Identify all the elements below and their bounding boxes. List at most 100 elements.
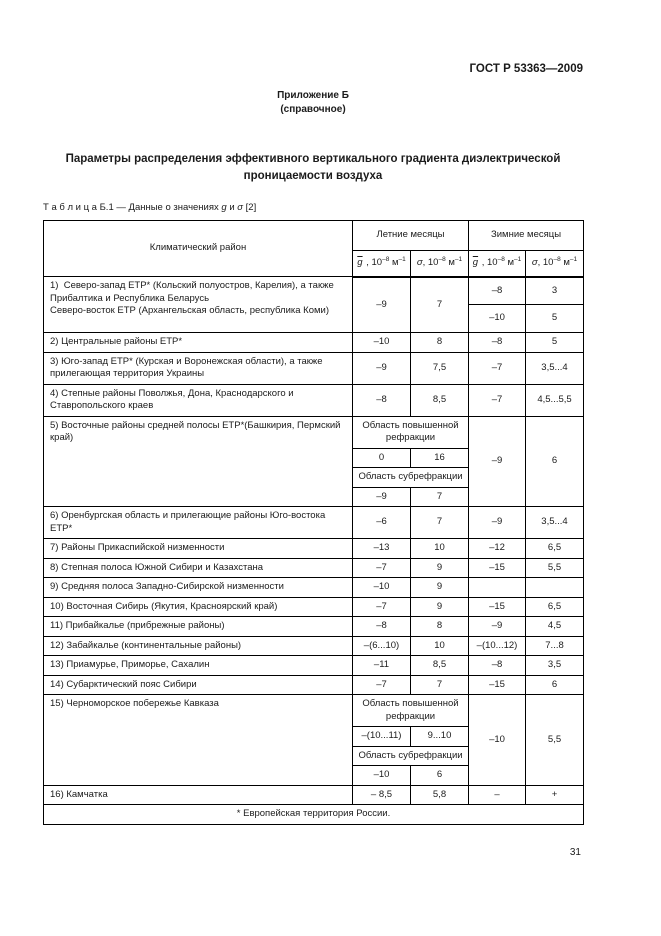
region-cell: 6) Оренбургская область и прилегающие ра… — [43, 506, 353, 539]
summer-sigma-cell: 5,8 — [409, 784, 470, 805]
region-cell: 13) Приамурье, Приморье, Сахалин — [43, 655, 353, 676]
winter-sigma-cell: + — [525, 784, 585, 805]
summer-sigma-cell: 16 — [409, 447, 470, 468]
summer-sigma-cell: 10 — [409, 635, 470, 656]
winter-sigma-cell: 5,5 — [525, 694, 585, 786]
winter-sigma-cell: 5 — [525, 304, 585, 333]
table-row: 10) Восточная Сибирь (Якутия, Красноярск… — [43, 596, 585, 617]
winter-group-header: Зимние месяцы — [468, 220, 585, 251]
summer-sigma-cell: 8 — [409, 332, 470, 353]
summer-g-cell: –13 — [352, 538, 411, 559]
unit-base: , 10 — [479, 257, 498, 268]
table-row: 6) Оренбургская область и прилегающие ра… — [43, 506, 585, 539]
winter-g-cell: – — [468, 784, 527, 805]
table-row: 3) Юго-запад ЕТР* (Курская и Воронежская… — [43, 351, 585, 385]
summer-sigma-cell: 7 — [409, 506, 470, 539]
winter-sigma-cell: 3,5...4 — [525, 351, 585, 385]
table-row: 5) Восточные районы средней полосы ЕТР*(… — [43, 415, 585, 507]
table-row: 8) Степная полоса Южной Сибири и Казахст… — [43, 557, 585, 578]
winter-g-cell: –12 — [468, 538, 527, 559]
winter-g-cell: –15 — [468, 674, 527, 695]
table-row: 16) Камчатка – 8,5 5,8 – + — [43, 784, 585, 805]
caption-reference: [2] — [243, 202, 257, 213]
table-subrow: –10 5 — [44, 304, 585, 333]
region-cell: 10) Восточная Сибирь (Якутия, Красноярск… — [43, 596, 353, 617]
unit-base: , 10 — [537, 257, 554, 268]
data-table: Климатический район Летние месяцы Зимние… — [42, 220, 585, 825]
page-title-line2: проницаемости воздуха — [243, 170, 383, 182]
summer-g-unit-header: g , 10–8 м–1 — [352, 250, 411, 278]
page-title: Параметры распределения эффективного вер… — [43, 151, 583, 185]
region-cell: 5) Восточные районы средней полосы ЕТР*(… — [43, 415, 353, 507]
winter-sigma-cell: 6 — [525, 415, 585, 507]
winter-sigma-cell: 5,5 — [525, 557, 585, 578]
appendix-heading: Приложение Б (справочное) — [43, 89, 583, 117]
footnote-cell: * Европейская территория России. — [42, 804, 585, 825]
region-cell: 16) Камчатка — [43, 784, 353, 805]
summer-g-cell: 0 — [352, 447, 411, 468]
table-row: 1) Северо-запад ЕТР* (Кольский полуостро… — [43, 276, 585, 333]
summer-sigma-cell: 9 — [409, 577, 470, 598]
summer-g-cell: –7 — [352, 557, 411, 578]
unit-meter: м — [560, 257, 570, 268]
region-cell: 11) Прибайкалье (прибрежные районы) — [43, 616, 353, 637]
summer-g-cell: –8 — [352, 616, 411, 637]
unit-base: , 10 — [422, 257, 439, 268]
table-footnote-row: * Европейская территория России. — [42, 804, 585, 825]
winter-sigma-cell: 7...8 — [525, 635, 585, 656]
table-subrow: 0 16 — [44, 447, 584, 468]
caption-g-symbol: g — [221, 202, 227, 213]
unit-exponent: –8 — [553, 255, 561, 263]
unit-meter: м — [389, 257, 399, 268]
refraction-zone-label: Область повышенной рефракции — [351, 415, 470, 449]
summer-g-cell: –(10...11) — [352, 726, 411, 747]
summer-sigma-cell: 8,5 — [409, 655, 470, 676]
unit-base: , 10 — [363, 257, 383, 268]
summer-g-cell: –9 — [352, 486, 411, 507]
subrefraction-zone-label: Область субрефракции — [351, 467, 470, 488]
table-caption: Т а б л и ц а Б.1 — Данные о значениях g… — [43, 202, 583, 213]
winter-g-cell: –9 — [468, 506, 527, 539]
winter-sigma-cell: 5 — [525, 332, 585, 353]
winter-sigma-cell: 3,5...4 — [525, 506, 585, 539]
caption-and: и — [226, 202, 238, 213]
winter-g-unit-header: g , 10–8 м–1 — [468, 250, 527, 278]
summer-g-cell: –7 — [352, 674, 411, 695]
table-row: 7) Районы Прикаспийской низменности –13 … — [43, 538, 585, 559]
table-row: 11) Прибайкалье (прибрежные районы) –8 8… — [43, 616, 585, 637]
winter-g-cell: –15 — [468, 557, 527, 578]
unit-meter: м — [445, 257, 455, 268]
region-text-part1: 1) Северо-запад ЕТР* (Кольский полуостро… — [50, 280, 337, 304]
winter-g-cell — [468, 577, 527, 598]
table-header-units-row: g , 10–8 м–1 σ, 10–8 м–1 g , 10–8 м–1 σ,… — [44, 250, 585, 278]
summer-sigma-cell: 9 — [409, 596, 470, 617]
winter-sigma-cell: 6,5 — [525, 538, 585, 559]
region-cell: 2) Центральные районы ЕТР* — [43, 332, 353, 353]
winter-g-cell: –(10...12) — [468, 635, 527, 656]
sigma-symbol: σ — [416, 257, 423, 268]
region-text-part2: Северо-восток ЕТР (Архангельская область… — [50, 305, 330, 316]
winter-g-cell: –7 — [468, 383, 527, 417]
summer-sigma-cell: 7,5 — [409, 351, 470, 385]
table-row: 2) Центральные районы ЕТР* –10 8 –8 5 — [43, 332, 585, 353]
region-cell: 4) Степные районы Поволжья, Дона, Красно… — [43, 383, 353, 417]
page-title-line1: Параметры распределения эффективного вер… — [65, 153, 561, 165]
summer-g-cell: –10 — [352, 577, 411, 598]
doc-reference: ГОСТ Р 53363—2009 — [469, 63, 583, 75]
summer-g-cell: –9 — [352, 351, 411, 385]
summer-sigma-unit-header: σ, 10–8 м–1 — [409, 250, 470, 278]
summer-sigma-cell: 7 — [409, 276, 470, 333]
winter-sigma-cell: 6 — [525, 674, 585, 695]
unit-meter: м — [504, 257, 514, 268]
table-caption-label: Т а б л и ц а Б.1 — Данные о значениях — [43, 202, 222, 213]
table-row: 12) Забайкалье (континентальные районы) … — [43, 635, 585, 656]
table-row: 13) Приамурье, Приморье, Сахалин –11 8,5… — [43, 655, 585, 676]
summer-sigma-cell: 9 — [409, 557, 470, 578]
winter-g-cell: –8 — [468, 655, 527, 676]
unit-exponent: –8 — [438, 255, 446, 263]
subrefraction-zone-label: Область субрефракции — [351, 745, 470, 766]
refraction-zone-label: Область повышенной рефракции — [351, 694, 470, 727]
winter-sigma-cell: 4,5...5,5 — [525, 383, 585, 417]
g-mean-symbol: g — [357, 257, 363, 268]
summer-group-header: Летние месяцы — [351, 220, 470, 251]
